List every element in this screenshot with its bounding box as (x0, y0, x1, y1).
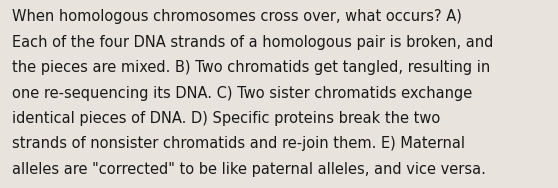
Text: identical pieces of DNA. D) Specific proteins break the two: identical pieces of DNA. D) Specific pro… (12, 111, 440, 126)
Text: alleles are "corrected" to be like paternal alleles, and vice versa.: alleles are "corrected" to be like pater… (12, 162, 486, 177)
Text: When homologous chromosomes cross over, what occurs? A): When homologous chromosomes cross over, … (12, 9, 462, 24)
Text: one re-sequencing its DNA. C) Two sister chromatids exchange: one re-sequencing its DNA. C) Two sister… (12, 86, 473, 101)
Text: Each of the four DNA strands of a homologous pair is broken, and: Each of the four DNA strands of a homolo… (12, 35, 494, 50)
Text: the pieces are mixed. B) Two chromatids get tangled, resulting in: the pieces are mixed. B) Two chromatids … (12, 60, 490, 75)
Text: strands of nonsister chromatids and re-join them. E) Maternal: strands of nonsister chromatids and re-j… (12, 136, 465, 151)
